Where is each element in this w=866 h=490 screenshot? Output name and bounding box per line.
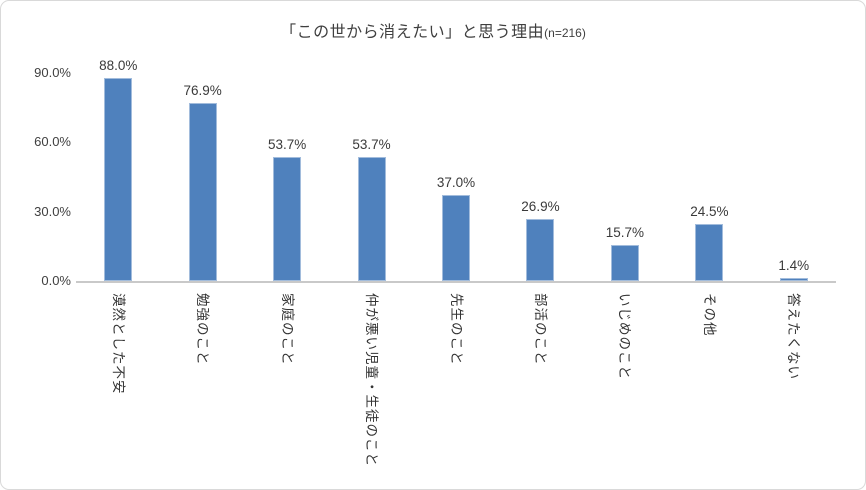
bar-value-label: 53.7% xyxy=(352,136,391,152)
chart-title: 「この世から消えたい」と思う理由(n=216) xyxy=(1,18,865,42)
y-axis-tick-label: 90.0% xyxy=(34,65,71,80)
bar-value-label: 37.0% xyxy=(436,175,476,191)
x-axis-line xyxy=(76,281,836,283)
y-axis-tick-label: 30.0% xyxy=(34,203,71,219)
category-label: 勉強のこと xyxy=(195,293,211,366)
y-axis-tick-label: 0.0% xyxy=(41,273,71,288)
category-label: 仲が悪い児童・生徒のこと xyxy=(364,293,380,467)
category-label: 漠然とした不安 xyxy=(110,293,126,395)
bar xyxy=(104,77,133,281)
category-label: 部活のこと xyxy=(532,293,548,366)
bar xyxy=(357,156,386,281)
category-label: 答えたくない xyxy=(786,293,802,380)
bar xyxy=(526,218,555,281)
bar xyxy=(610,244,639,281)
bar xyxy=(442,195,470,281)
category-label: 家庭のこと xyxy=(279,293,295,366)
bar-value-label: 24.5% xyxy=(690,204,729,220)
y-axis-tick-label: 60.0% xyxy=(34,134,71,150)
category-label: いじめのこと xyxy=(617,293,633,380)
bar-value-label: 53.7% xyxy=(267,136,307,152)
chart-title-text: 「この世から消えたい」と思う理由 xyxy=(280,24,545,41)
bar-value-label: 15.7% xyxy=(605,224,645,240)
bar xyxy=(188,103,217,281)
bar-value-label: 76.9% xyxy=(183,83,222,99)
bar xyxy=(779,277,808,281)
category-label: その他 xyxy=(701,293,717,337)
bar-value-label: 1.4% xyxy=(778,257,810,273)
bar xyxy=(273,156,302,281)
category-label: 先生のこと xyxy=(448,293,464,366)
chart-title-sample-size: (n=216) xyxy=(544,26,586,40)
bar-value-label: 88.0% xyxy=(99,57,138,73)
bar xyxy=(695,224,724,281)
bar-value-label: 26.9% xyxy=(521,198,560,214)
